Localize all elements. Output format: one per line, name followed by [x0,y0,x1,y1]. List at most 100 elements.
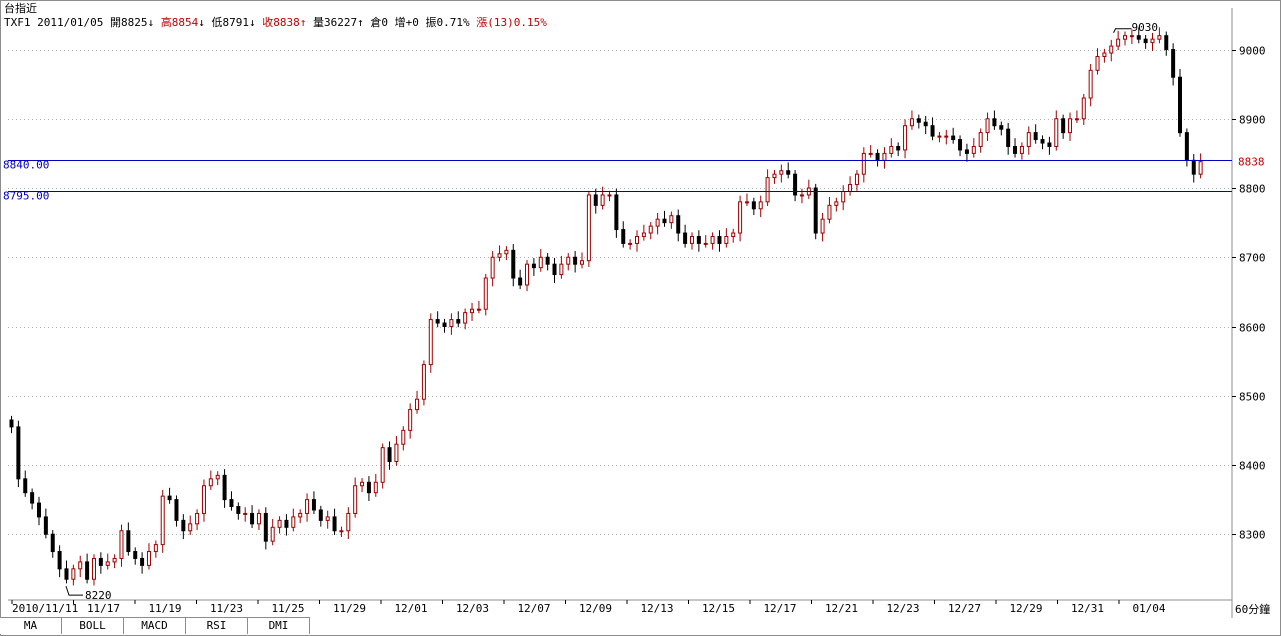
candle-body [146,551,151,566]
candle-body [1033,132,1038,141]
candle-body [325,516,330,521]
candle-body [394,443,399,463]
candle-body [36,502,41,518]
x-tick-label: 11/29 [333,602,366,615]
candle-body [861,152,866,175]
candle-body [1178,76,1183,134]
candle-body [1061,118,1066,134]
tab-ma[interactable]: MA [0,618,62,634]
candle-body [229,499,234,508]
change-value: (13) [487,16,514,29]
candle-body [710,235,715,244]
candle-body [882,152,887,161]
candle-body [43,516,48,535]
tab-boll[interactable]: BOLL [62,618,124,634]
y-tick-label: 8700 [1239,252,1266,265]
candle-body [538,256,543,269]
x-tick-label: 12/03 [456,602,489,615]
quote-header: 台指近 TXF1 2011/01/05 開8825↓ 高8854↓ 低8791↓… [4,2,547,30]
candle-body [648,225,653,234]
candle-body [896,145,901,151]
oi-change-label: 增 [394,16,406,29]
candle-body [696,235,701,244]
candle-body [786,170,791,175]
candle-body [463,312,468,324]
candle-body [98,557,103,566]
candle-body [435,319,440,324]
open-label: 開 [109,16,121,29]
candle-body [937,135,942,138]
candle-body [641,232,646,237]
candle-body [78,561,83,570]
x-tick-label: 11/17 [87,602,120,615]
timeframe-label[interactable]: 60分鐘 [1235,603,1271,616]
amplitude-value: 0.71% [436,16,470,29]
tab-dmi[interactable]: DMI [248,618,310,634]
candle-body [689,235,694,244]
candle-body [291,516,296,528]
candle-body [236,506,241,514]
candle-body [580,260,585,265]
last-price-label: 8838 [1238,156,1265,169]
change-pct: 0.15% [513,16,547,29]
candle-body [1047,142,1052,147]
candle-body [1136,35,1141,40]
indicator-tabs: MA BOLL MACD RSI DMI [0,617,310,634]
tab-rsi[interactable]: RSI [186,618,248,634]
candle-body [140,557,145,566]
candle-body [1198,161,1203,175]
candle-body [243,512,248,515]
tab-macd[interactable]: MACD [124,618,186,634]
candle-body [181,519,186,532]
quote-date: 2011/01/05 [37,16,104,29]
candle-body [834,201,839,206]
candle-body [889,145,894,154]
candle-body [449,319,454,328]
candle-body [1191,159,1196,175]
x-tick-label: 12/01 [394,602,427,615]
candle-body [470,308,475,314]
candle-body [311,499,316,511]
candle-body [105,561,110,566]
x-tick-label: 12/21 [825,602,858,615]
candle-body [1074,118,1079,121]
candle-body [703,242,708,245]
candle-body [875,152,880,161]
candle-body [366,481,371,494]
candle-body [765,177,770,203]
candle-body [573,256,578,265]
candle-body [978,132,983,147]
candle-body [1171,49,1176,78]
low-value: 8791 [222,16,249,29]
volume-arrow: ↑ [357,16,364,29]
candle-body [133,551,138,559]
candle-body [607,194,612,197]
candle-body [456,319,461,324]
candle-body [655,218,660,227]
candle-body [1054,118,1059,147]
x-tick-label: 01/04 [1132,602,1165,615]
candle-body [153,544,158,553]
candle-body [628,242,633,245]
candle-body [1129,35,1134,38]
x-tick-label: 12/29 [1009,602,1042,615]
candle-body [195,512,200,525]
candle-body [999,125,1004,130]
high-annotation-label: 9030 [1132,21,1159,34]
candle-body [421,364,426,400]
open-arrow: ↓ [147,16,155,29]
candle-body [827,204,832,220]
candle-body [497,253,502,258]
candle-body [683,232,688,244]
x-tick-label: 12/13 [640,602,673,615]
x-tick-label: 12/15 [702,602,735,615]
open-value: 8825 [120,16,148,29]
x-tick-label: 11/23 [210,602,243,615]
candle-body [1019,145,1024,154]
candle-body [751,201,756,210]
x-tick-label: 12/23 [886,602,919,615]
volume-value: 36227 [323,16,358,29]
candle-body [353,485,358,514]
candle-body [848,184,853,192]
